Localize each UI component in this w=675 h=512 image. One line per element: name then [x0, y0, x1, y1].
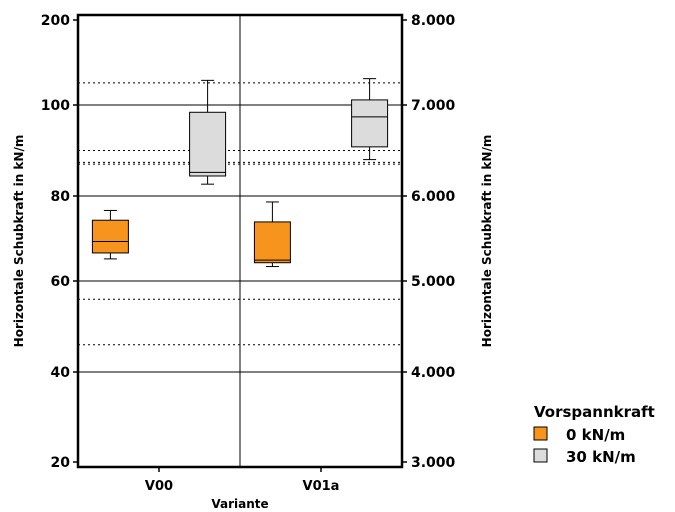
left-tick-label: 20: [51, 455, 71, 471]
left-tick-label: 60: [51, 274, 71, 290]
y-axis-label-right: Horizontale Schubkraft in kN/m: [480, 135, 494, 348]
legend-item-label: 30 kN/m: [566, 448, 636, 466]
right-tick-label: 7.000: [411, 98, 456, 114]
box-V00-orange: [91, 209, 129, 260]
box-body: [253, 221, 291, 264]
right-tick-label: 3.000: [411, 455, 456, 471]
legend-item-label: 0 kN/m: [566, 426, 625, 444]
box-body: [189, 111, 227, 177]
y-axis-label-left: Horizontale Schubkraft in kN/m: [12, 135, 26, 348]
right-tick-label: 4.000: [411, 365, 456, 381]
category-tick-label: V00: [145, 479, 173, 494]
right-axis-ticks: 3.000 4.000 5.000 6.000 7.000 8.000: [402, 13, 456, 471]
box-V00-gray: [189, 79, 227, 185]
category-tick-label: V01a: [303, 479, 340, 494]
category-ticks: V00 V01a: [145, 467, 340, 494]
legend-swatch: [533, 426, 548, 441]
box-V01a-orange: [253, 201, 291, 268]
box-V01a-gray: [351, 78, 389, 161]
legend: Vorspannkraft 0 kN/m 30 kN/m: [533, 403, 655, 466]
legend-title: Vorspannkraft: [534, 403, 655, 421]
right-tick-label: 6.000: [411, 189, 456, 205]
box-body: [351, 99, 389, 148]
box-body: [91, 219, 129, 254]
plot-frame: [76, 13, 404, 469]
right-tick-label: 5.000: [411, 274, 456, 290]
left-axis-ticks: 20 40 60 80 100 200: [41, 13, 78, 471]
legend-swatch: [533, 448, 548, 463]
left-tick-label: 100: [41, 98, 70, 114]
boxes: [91, 78, 389, 268]
left-tick-label: 200: [41, 13, 70, 29]
right-tick-label: 8.000: [411, 13, 456, 29]
left-tick-label: 80: [51, 189, 71, 205]
x-axis-label: Variante: [211, 497, 268, 511]
left-tick-label: 40: [51, 365, 71, 381]
